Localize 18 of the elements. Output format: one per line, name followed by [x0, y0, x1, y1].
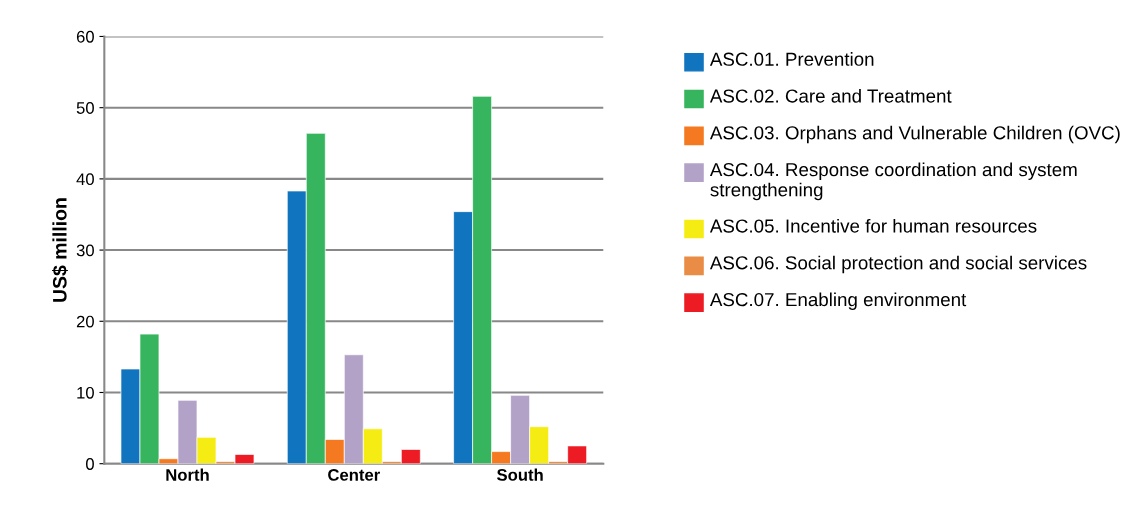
x-tick-label: Center	[328, 468, 380, 481]
legend-label: ASC.03. Orphans and Vulnerable Children (OVC)	[709, 125, 1120, 144]
y-tick-label: 0	[85, 458, 94, 470]
x-tick-label: North	[166, 468, 209, 481]
y-tick-label: 60	[76, 30, 94, 43]
legend-label: ASC.06. Social protection and social services	[709, 255, 1087, 274]
legend-label: ASC.05. Incentive for human resources	[709, 218, 1037, 233]
y-tick-label: 30	[76, 244, 94, 257]
legend-label: ASC.04. Response coordination and system strengthening	[709, 162, 1077, 201]
x-tick-label: South	[497, 468, 543, 481]
y-axis-title: US$ million	[52, 198, 68, 302]
y-tick-label: 20	[76, 315, 94, 328]
legend-label: ASC.07. Enabling environment	[709, 292, 967, 310]
legend-label: ASC.02. Care and Treatment	[709, 88, 952, 103]
y-tick-label: 50	[76, 102, 94, 114]
y-tick-label: 40	[76, 173, 94, 186]
legend-label: ASC.01. Prevention	[709, 52, 874, 66]
y-tick-label: 10	[77, 386, 94, 399]
